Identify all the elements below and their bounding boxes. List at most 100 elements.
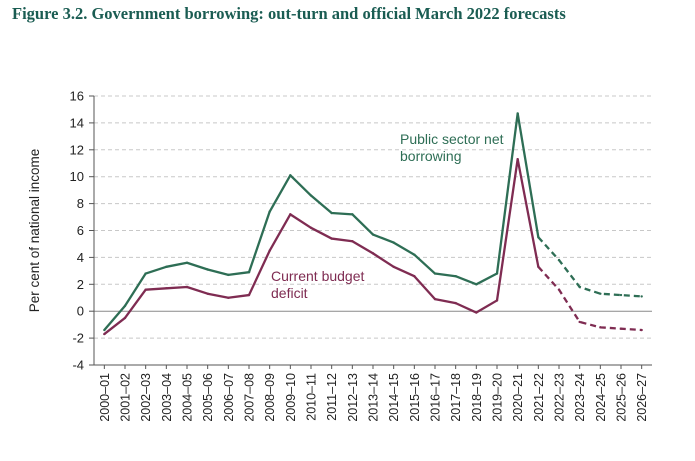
data-point — [454, 301, 457, 305]
data-point — [144, 272, 147, 275]
data-point — [330, 211, 333, 215]
grid — [94, 95, 652, 366]
x-tick-label: 2004–05 — [181, 373, 195, 422]
data-point — [619, 293, 623, 297]
data-point — [371, 252, 375, 255]
data-point — [495, 272, 499, 275]
axes: -4 -2 0 2 4 6 8 10 12 14 16 2000–01 2001–02 2002–03 20… — [27, 89, 652, 422]
x-tick-label: 2002–03 — [139, 373, 153, 422]
y-tick-label: 8 — [77, 196, 84, 211]
data-point — [578, 320, 581, 324]
x-tick-label: 2018–19 — [470, 373, 484, 422]
x-tick-label: 2007–08 — [243, 373, 257, 422]
data-point — [475, 283, 478, 286]
data-point — [599, 326, 602, 329]
data-point — [330, 237, 333, 240]
x-tick-label: 2011–12 — [325, 373, 339, 421]
data-point — [557, 258, 561, 262]
labels-layer: Public sector net borrowing Current budget… — [271, 131, 504, 301]
series-label-line: deficit — [271, 285, 308, 301]
chart-title: Figure 3.2. Government borrowing: out-tu… — [12, 4, 566, 23]
data-point — [619, 327, 623, 330]
y-tick-label: 16 — [70, 89, 84, 104]
data-point — [309, 226, 313, 230]
data-point — [433, 272, 437, 275]
data-point — [371, 233, 375, 236]
series-layer — [103, 112, 643, 336]
data-point — [640, 328, 643, 332]
x-tick-label: 2017–18 — [449, 373, 463, 422]
data-point — [516, 158, 519, 161]
x-tick-label: 2026–27 — [635, 373, 649, 422]
x-tick-label: 2014–15 — [387, 373, 401, 422]
y-tick-label: 0 — [77, 304, 84, 319]
x-tick-label: 2016–17 — [429, 373, 443, 422]
x-tick-label: 2001–02 — [119, 373, 133, 422]
x-tick-label: 2025–26 — [615, 373, 629, 422]
series-label-line: Current budget — [271, 268, 365, 284]
data-point — [227, 296, 230, 299]
series-line-forecast — [537, 266, 642, 332]
data-point — [206, 268, 209, 271]
data-point — [516, 112, 519, 115]
data-point — [144, 288, 147, 291]
y-tick-label: 14 — [70, 115, 84, 130]
data-point — [495, 299, 499, 302]
series-label-line: Public sector net — [400, 131, 504, 147]
x-tick-label: 2003–04 — [160, 373, 174, 422]
data-point — [123, 304, 127, 308]
y-tick-label: -4 — [72, 358, 84, 373]
series-line-forecast — [537, 236, 642, 298]
data-point — [392, 241, 395, 244]
data-point — [413, 275, 416, 278]
data-point — [289, 213, 292, 216]
data-point — [599, 292, 602, 295]
x-tick-label: 2024–25 — [594, 373, 608, 422]
data-point — [309, 194, 313, 197]
data-point — [351, 213, 354, 216]
x-tick-label: 2005–06 — [201, 373, 215, 422]
x-tick-label: 2006–07 — [222, 373, 236, 422]
data-point — [227, 273, 230, 277]
x-tick-label: 2020–21 — [511, 373, 525, 422]
y-tick-label: 10 — [70, 169, 84, 184]
data-point — [268, 210, 271, 213]
data-point — [392, 265, 395, 269]
data-point — [475, 311, 478, 314]
series-line-outturn — [103, 112, 540, 331]
y-tick-label: 12 — [70, 142, 84, 157]
y-axis-label: Per cent of national income — [27, 149, 42, 313]
x-tick-label: 2013–14 — [367, 373, 381, 422]
data-point — [433, 297, 437, 301]
data-point — [289, 174, 292, 177]
x-tick-label: 2010–11 — [305, 373, 319, 421]
y-tick-label: 6 — [77, 223, 84, 238]
data-point — [351, 240, 354, 243]
series-label: Public sector net borrowing — [400, 131, 504, 164]
data-point — [557, 288, 561, 291]
y-tick-label: -2 — [72, 331, 84, 346]
series-line-outturn — [103, 158, 540, 335]
data-point — [537, 265, 540, 269]
data-point — [247, 293, 251, 297]
data-point — [206, 292, 209, 295]
series-label-line: borrowing — [400, 148, 461, 164]
data-point — [165, 265, 168, 269]
data-point — [165, 287, 168, 290]
data-point — [123, 316, 127, 320]
data-point — [268, 249, 271, 252]
data-point — [640, 295, 643, 298]
x-tick-label: 2021–22 — [532, 373, 546, 422]
x-tick-label: 2022–23 — [553, 373, 567, 422]
data-point — [185, 261, 189, 264]
series-label: Current budget deficit — [271, 268, 365, 301]
data-point — [413, 253, 416, 256]
data-point — [454, 275, 457, 278]
data-point — [103, 332, 106, 336]
x-tick-label: 2009–10 — [284, 373, 298, 422]
data-point — [537, 236, 540, 239]
data-point — [247, 270, 251, 274]
x-tick-label: 2000–01 — [98, 373, 112, 422]
y-tick-label: 2 — [77, 277, 84, 292]
